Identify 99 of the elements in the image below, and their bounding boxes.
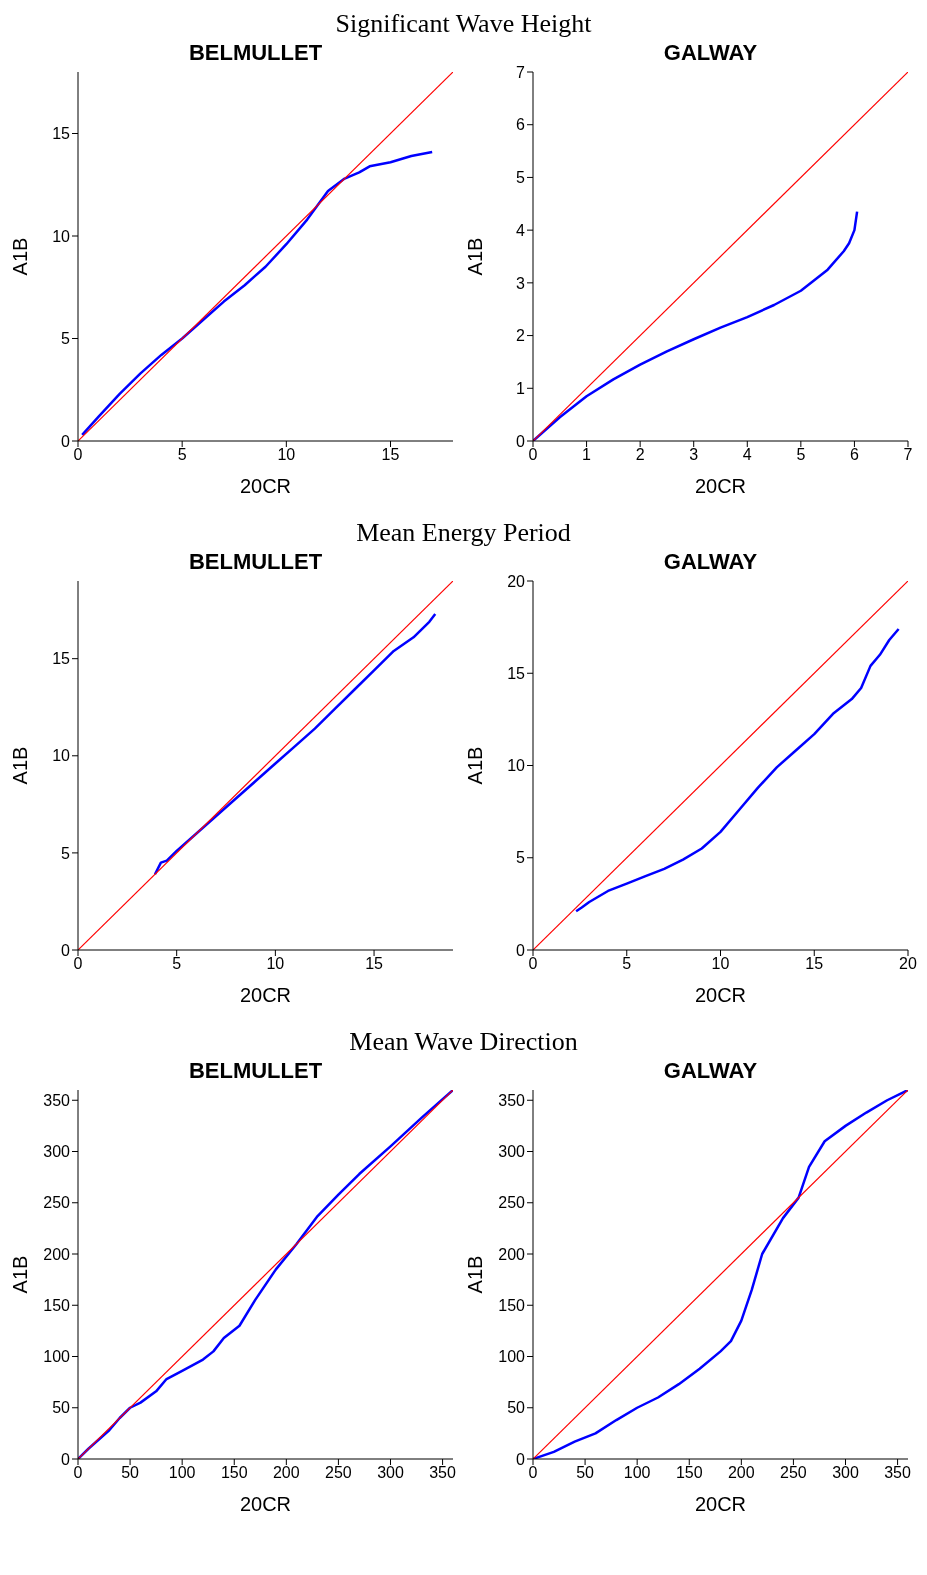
text: Mean Energy Period bbox=[356, 518, 571, 547]
text: Mean Wave Direction bbox=[349, 1027, 578, 1056]
line-series bbox=[153, 612, 437, 876]
y-tick-label: 50 bbox=[52, 1399, 71, 1417]
x-tick-label: 5 bbox=[622, 955, 632, 973]
y-tick-label: 300 bbox=[498, 1143, 526, 1161]
chart-title: BELMULLET bbox=[187, 40, 324, 66]
x-tick-label: 1 bbox=[582, 446, 592, 464]
x-tick-label: 0 bbox=[73, 1464, 83, 1482]
x-tick-label: 20 bbox=[899, 955, 917, 973]
x-axis-title: 20CR bbox=[239, 1493, 292, 1515]
y-tick-label: 10 bbox=[52, 747, 71, 765]
x-tick-label: 5 bbox=[796, 446, 806, 464]
y-tick-label: 100 bbox=[43, 1348, 71, 1366]
line-series bbox=[80, 150, 434, 437]
x-tick-label: 150 bbox=[675, 1464, 703, 1482]
x-tick-label: 6 bbox=[849, 446, 859, 464]
y-tick-label: 20 bbox=[507, 572, 526, 590]
y-tick-label: 3 bbox=[516, 274, 526, 292]
x-tick-label: 15 bbox=[365, 955, 384, 973]
y-tick-label: 150 bbox=[498, 1296, 526, 1314]
x-tick-label: 250 bbox=[780, 1464, 807, 1482]
x-tick-label: 5 bbox=[177, 446, 187, 464]
y-tick-label: 5 bbox=[516, 849, 526, 867]
y-tick-label: 2 bbox=[516, 327, 526, 345]
y-tick-label: 350 bbox=[43, 1091, 71, 1109]
x-axis-title: 20CR bbox=[694, 475, 747, 497]
y-tick-label: 7 bbox=[516, 63, 526, 81]
y-tick-label: 0 bbox=[516, 432, 526, 450]
x-axis-title: 20CR bbox=[239, 984, 292, 1006]
x-tick-label: 300 bbox=[832, 1464, 859, 1482]
chart-title: GALWAY bbox=[662, 1058, 759, 1084]
y-tick-label: 300 bbox=[43, 1143, 71, 1161]
y-tick-label: 6 bbox=[516, 116, 526, 134]
x-tick-label: 350 bbox=[884, 1464, 912, 1482]
y-tick-label: 5 bbox=[61, 330, 71, 348]
text: Significant Wave Height bbox=[335, 9, 592, 38]
y-axis-title: A1B bbox=[9, 237, 32, 276]
y-tick-label: 350 bbox=[498, 1091, 526, 1109]
y-tick-label: 5 bbox=[61, 844, 71, 862]
y-tick-label: 15 bbox=[52, 650, 71, 668]
x-tick-label: 200 bbox=[727, 1464, 755, 1482]
chart-title: GALWAY bbox=[663, 40, 758, 65]
y-tick-label: 0 bbox=[516, 1450, 526, 1468]
chart-title: GALWAY bbox=[663, 549, 758, 574]
x-tick-label: 2 bbox=[635, 446, 645, 464]
x-tick-label: 15 bbox=[381, 446, 400, 464]
x-tick-label: 100 bbox=[168, 1464, 196, 1482]
x-tick-label: 0 bbox=[73, 446, 83, 464]
x-tick-label: 10 bbox=[277, 446, 296, 464]
x-tick-label: 0 bbox=[528, 446, 538, 464]
y-tick-label: 0 bbox=[61, 1450, 71, 1468]
x-axis-title: 20CR bbox=[694, 984, 747, 1006]
y-axis-title: A1B bbox=[9, 1255, 32, 1294]
y-tick-label: 100 bbox=[498, 1348, 526, 1366]
chart-title: BELMULLET bbox=[187, 549, 324, 575]
y-tick-label: 5 bbox=[516, 169, 526, 187]
y-tick-label: 15 bbox=[507, 664, 526, 682]
x-tick-label: 50 bbox=[121, 1464, 140, 1482]
x-tick-label: 250 bbox=[325, 1464, 352, 1482]
y-tick-label: 1 bbox=[516, 379, 526, 397]
y-axis-title: A1B bbox=[464, 746, 487, 785]
y-tick-label: 10 bbox=[507, 757, 526, 775]
y-axis-title: A1B bbox=[9, 746, 32, 785]
x-tick-label: 3 bbox=[689, 446, 699, 464]
y-tick-label: 200 bbox=[43, 1245, 71, 1263]
x-tick-label: 4 bbox=[742, 446, 752, 464]
chart-title: BELMULLET bbox=[187, 1058, 324, 1084]
x-tick-label: 300 bbox=[377, 1464, 404, 1482]
x-axis-title: 20CR bbox=[239, 475, 292, 497]
x-tick-label: 5 bbox=[172, 955, 182, 973]
x-tick-label: 0 bbox=[528, 955, 538, 973]
line-series bbox=[574, 627, 900, 913]
x-tick-label: 150 bbox=[220, 1464, 248, 1482]
x-tick-label: 15 bbox=[805, 955, 824, 973]
y-tick-label: 200 bbox=[498, 1245, 526, 1263]
y-tick-label: 0 bbox=[61, 941, 71, 959]
x-tick-label: 200 bbox=[272, 1464, 300, 1482]
y-tick-label: 15 bbox=[52, 125, 71, 143]
y-tick-label: 50 bbox=[507, 1399, 526, 1417]
x-tick-label: 100 bbox=[623, 1464, 651, 1482]
x-tick-label: 0 bbox=[73, 955, 83, 973]
x-tick-label: 50 bbox=[576, 1464, 595, 1482]
x-tick-label: 0 bbox=[528, 1464, 538, 1482]
line-series bbox=[533, 210, 859, 441]
y-tick-label: 250 bbox=[43, 1194, 71, 1212]
x-tick-label: 10 bbox=[711, 955, 730, 973]
y-tick-label: 0 bbox=[516, 941, 526, 959]
x-axis-title: 20CR bbox=[694, 1493, 747, 1515]
y-tick-label: 10 bbox=[52, 227, 71, 245]
y-tick-label: 4 bbox=[516, 221, 526, 239]
x-tick-label: 350 bbox=[429, 1464, 457, 1482]
y-axis-title: A1B bbox=[464, 1255, 487, 1294]
y-tick-label: 0 bbox=[61, 432, 71, 450]
y-tick-label: 250 bbox=[498, 1194, 526, 1212]
y-axis-title: A1B bbox=[464, 237, 487, 276]
x-tick-label: 10 bbox=[266, 955, 285, 973]
x-tick-label: 7 bbox=[903, 446, 913, 464]
y-tick-label: 150 bbox=[43, 1296, 71, 1314]
